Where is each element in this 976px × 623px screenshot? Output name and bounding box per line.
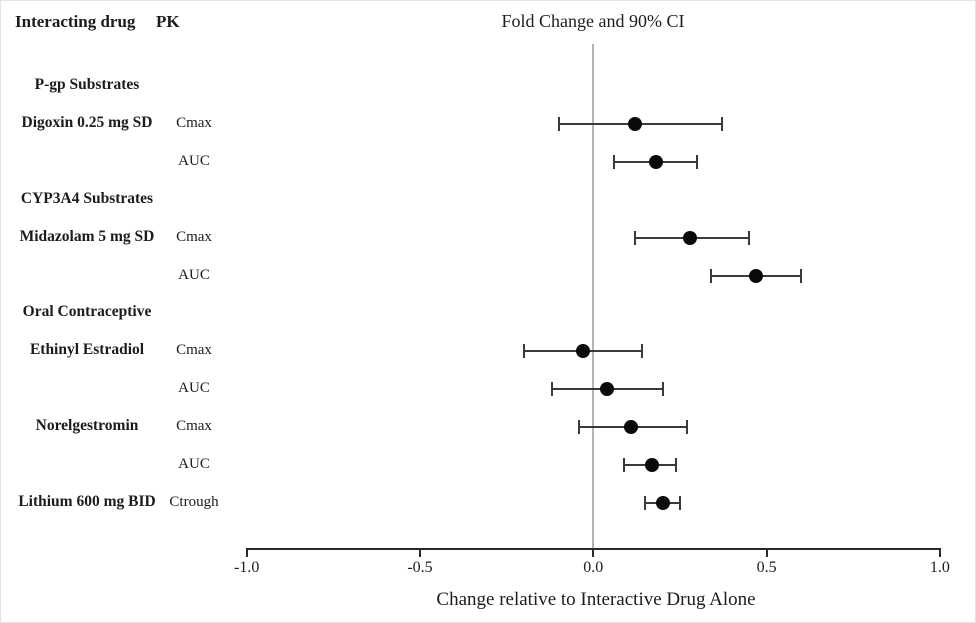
ci-cap-right — [661, 382, 664, 397]
x-axis-tick-label: 1.0 — [929, 559, 950, 576]
pk-label: AUC — [178, 266, 210, 283]
x-axis-tick-label: 0.0 — [583, 559, 604, 576]
x-axis-tick — [245, 548, 248, 557]
ci-cap-right — [800, 268, 803, 283]
plot-title: Fold Change and 90% CI — [501, 11, 685, 31]
ci-cap-right — [720, 116, 723, 131]
pk-label: AUC — [178, 456, 210, 472]
x-axis-tick-label: -0.5 — [407, 559, 433, 576]
pk-label: Ctrough — [169, 493, 219, 510]
zero-reference-line — [592, 44, 595, 549]
drug-label: Digoxin 0.25 mg SD — [21, 113, 153, 131]
drug-label: Lithium 600 mg BID — [18, 492, 156, 510]
x-axis-tick — [938, 548, 941, 557]
x-axis-tick — [419, 548, 421, 557]
ci-cap-right — [640, 344, 643, 359]
ci-cap-left — [550, 382, 553, 397]
point-estimate — [627, 116, 642, 131]
ci-cap-left — [578, 420, 581, 435]
ci-cap-right — [685, 420, 688, 435]
x-axis-tick — [765, 548, 768, 557]
ci-cap-right — [675, 458, 678, 472]
ci-cap-right — [696, 154, 699, 169]
ci-cap-left — [613, 154, 616, 169]
drug-label: Norelgestromin — [35, 417, 139, 435]
ci-cap-left — [710, 268, 713, 283]
ci-cap-left — [557, 116, 560, 131]
point-estimate — [600, 382, 615, 397]
ci-cap-right — [748, 230, 751, 245]
ci-cap-right — [678, 495, 681, 510]
group-label: P-gp Substrates — [34, 76, 140, 93]
column-header-pk: PK — [156, 12, 180, 31]
x-axis-tick-label: 0.5 — [756, 559, 777, 576]
x-axis-tick-label: -1.0 — [234, 559, 260, 576]
x-axis-tick — [592, 548, 595, 557]
drug-label: Ethinyl Estradiol — [29, 341, 145, 359]
x-axis-title: Change relative to Interactive Drug Alon… — [436, 589, 756, 610]
ci-cap-left — [633, 230, 636, 245]
point-estimate — [648, 154, 663, 169]
pk-label: Cmax — [176, 342, 212, 359]
group-label: Oral Contraceptive — [22, 303, 152, 321]
point-estimate — [624, 420, 639, 435]
point-estimate — [575, 344, 590, 359]
point-estimate — [749, 268, 764, 283]
ci-cap-left — [623, 458, 626, 472]
point-estimate — [645, 458, 660, 472]
column-header-interacting-drug: Interacting drug — [15, 12, 136, 31]
group-label: CYP3A4 Substrates — [20, 189, 154, 207]
pk-label: Cmax — [176, 114, 212, 131]
pk-label: AUC — [178, 380, 210, 397]
pk-label: AUC — [178, 152, 210, 169]
pk-label: Cmax — [176, 418, 212, 435]
point-estimate — [683, 230, 698, 245]
ci-cap-left — [522, 344, 525, 359]
ci-cap-left — [644, 495, 647, 510]
pk-label: Cmax — [176, 228, 212, 245]
point-estimate — [655, 495, 670, 510]
drug-label: Midazolam 5 mg SD — [19, 227, 155, 245]
